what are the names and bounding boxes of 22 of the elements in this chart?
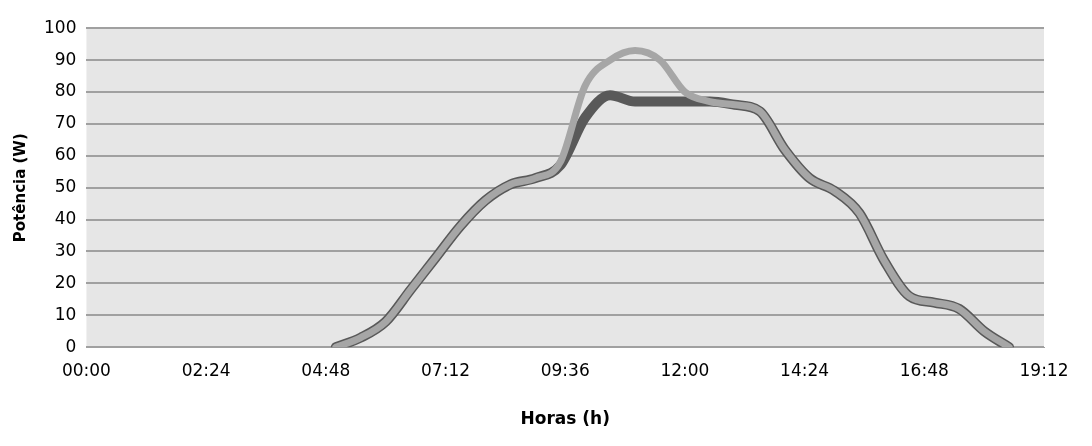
y-tick-label: 60: [54, 144, 77, 165]
x-tick-label: 09:36: [540, 359, 590, 380]
y-tick-label: 30: [54, 239, 77, 260]
x-tick-label: 19:12: [1019, 359, 1069, 380]
y-tick-label: 0: [65, 335, 77, 356]
x-axis-title: Horas (h): [520, 408, 610, 429]
x-tick-label: 04:48: [301, 359, 351, 380]
y-tick-label: 50: [54, 176, 77, 197]
x-tick-label: 16:48: [899, 359, 949, 380]
x-tick-label: 00:00: [61, 359, 111, 380]
y-axis-title: Potência (W): [10, 133, 29, 243]
x-tick-label: 02:24: [181, 359, 231, 380]
y-tick-label: 100: [43, 16, 77, 37]
y-tick-label: 40: [54, 208, 77, 229]
x-tick-label: 07:12: [421, 359, 471, 380]
y-tick-label: 10: [54, 303, 77, 324]
y-tick-label: 70: [54, 112, 77, 133]
x-tick-label: 14:24: [780, 359, 830, 380]
x-tick-label: 12:00: [660, 359, 710, 380]
y-tick-label: 90: [54, 48, 77, 69]
y-tick-label: 80: [54, 80, 77, 101]
y-tick-label: 20: [54, 271, 77, 292]
